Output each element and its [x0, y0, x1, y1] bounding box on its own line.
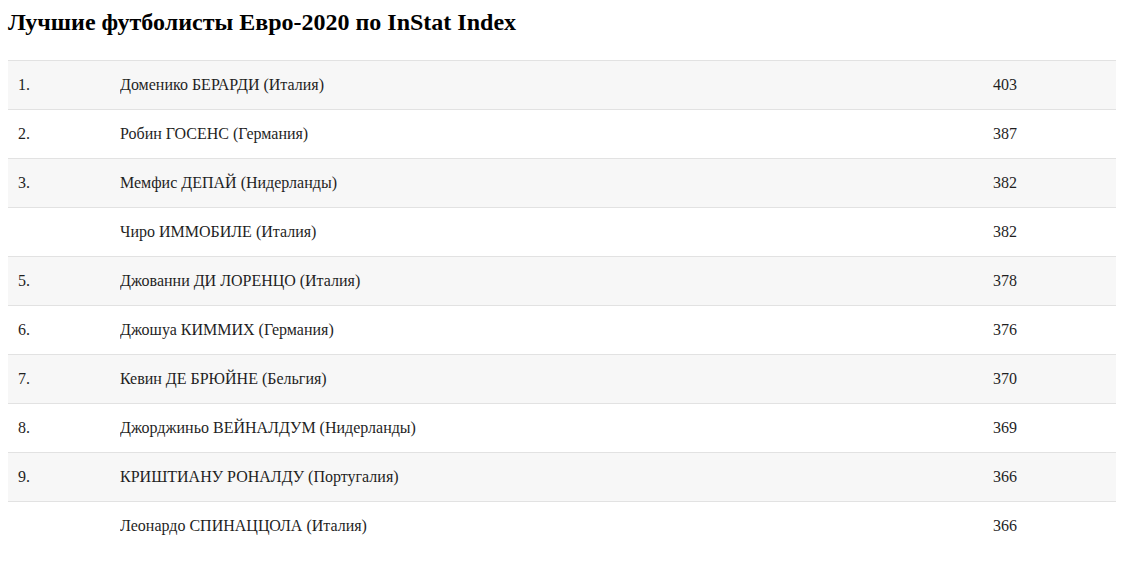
player-cell: Робин ГОСЕНС (Германия) [120, 110, 985, 159]
table-row: 1. Доменико БЕРАРДИ (Италия) 403 [8, 61, 1116, 110]
rank-cell: 3. [8, 159, 120, 208]
ranking-table-body: 1. Доменико БЕРАРДИ (Италия) 403 2. Роби… [8, 61, 1116, 551]
table-row: 7. Кевин ДЕ БРЮЙНЕ (Бельгия) 370 [8, 355, 1116, 404]
value-cell: 378 [985, 257, 1116, 306]
rank-cell [8, 208, 120, 257]
value-cell: 382 [985, 208, 1116, 257]
rank-cell: 7. [8, 355, 120, 404]
rank-cell: 5. [8, 257, 120, 306]
value-cell: 366 [985, 502, 1116, 551]
table-row: Чиро ИММОБИЛЕ (Италия) 382 [8, 208, 1116, 257]
rank-cell: 6. [8, 306, 120, 355]
rank-cell: 2. [8, 110, 120, 159]
table-row: 6. Джошуа КИММИХ (Германия) 376 [8, 306, 1116, 355]
player-cell: Джошуа КИММИХ (Германия) [120, 306, 985, 355]
value-cell: 369 [985, 404, 1116, 453]
player-cell: Мемфис ДЕПАЙ (Нидерланды) [120, 159, 985, 208]
value-cell: 366 [985, 453, 1116, 502]
table-row: 5. Джованни ДИ ЛОРЕНЦО (Италия) 378 [8, 257, 1116, 306]
value-cell: 387 [985, 110, 1116, 159]
page: Лучшие футболисты Евро-2020 по InStat In… [8, 8, 1116, 551]
player-cell: Джованни ДИ ЛОРЕНЦО (Италия) [120, 257, 985, 306]
value-cell: 382 [985, 159, 1116, 208]
table-row: 9. КРИШТИАНУ РОНАЛДУ (Португалия) 366 [8, 453, 1116, 502]
table-row: 8. Джорджиньо ВЕЙНАЛДУМ (Нидерланды) 369 [8, 404, 1116, 453]
player-cell: Кевин ДЕ БРЮЙНЕ (Бельгия) [120, 355, 985, 404]
table-row: 3. Мемфис ДЕПАЙ (Нидерланды) 382 [8, 159, 1116, 208]
value-cell: 376 [985, 306, 1116, 355]
player-cell: Чиро ИММОБИЛЕ (Италия) [120, 208, 985, 257]
rank-cell [8, 502, 120, 551]
value-cell: 403 [985, 61, 1116, 110]
player-cell: Доменико БЕРАРДИ (Италия) [120, 61, 985, 110]
player-cell: КРИШТИАНУ РОНАЛДУ (Португалия) [120, 453, 985, 502]
ranking-table: 1. Доменико БЕРАРДИ (Италия) 403 2. Роби… [8, 60, 1116, 551]
table-row: 2. Робин ГОСЕНС (Германия) 387 [8, 110, 1116, 159]
rank-cell: 9. [8, 453, 120, 502]
page-title: Лучшие футболисты Евро-2020 по InStat In… [8, 8, 1116, 36]
rank-cell: 8. [8, 404, 120, 453]
table-row: Леонардо СПИНАЦЦОЛА (Италия) 366 [8, 502, 1116, 551]
rank-cell: 1. [8, 61, 120, 110]
value-cell: 370 [985, 355, 1116, 404]
player-cell: Джорджиньо ВЕЙНАЛДУМ (Нидерланды) [120, 404, 985, 453]
player-cell: Леонардо СПИНАЦЦОЛА (Италия) [120, 502, 985, 551]
